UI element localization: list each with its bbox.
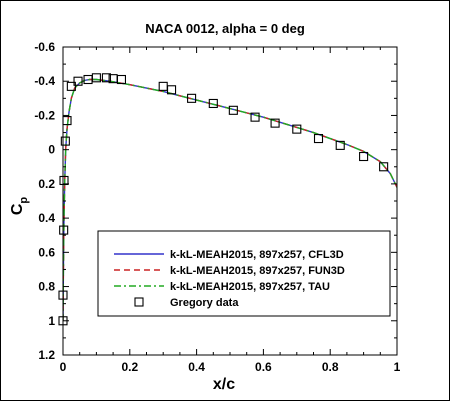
svg-text:Cp: Cp [9,197,30,216]
y-tick-label: -0.6 [34,40,55,54]
x-tick-label: 0.2 [121,360,138,374]
y-tick-label: 0 [48,143,55,157]
legend-label-1: k-kL-MEAH2015, 897x257, CFL3D [170,249,344,261]
plot-area [58,73,397,326]
x-tick-label: 1 [394,360,401,374]
gregory-data-point [91,73,101,83]
x-tick-label: 0.8 [322,360,339,374]
gregory-data-point [59,225,69,235]
y-axis-label: Cp [9,197,30,216]
y-tick-label: -0.2 [34,108,55,122]
legend-label-2: k-kL-MEAH2015, 897x257, FUN3D [170,265,345,277]
y-tick-label: 0.4 [38,211,55,225]
y-tick-label: 1.2 [38,348,55,362]
gregory-data-point [228,105,238,115]
gregory-data-point [116,74,126,85]
gregory-data-point [270,118,280,128]
gregory-data-point [59,175,69,186]
x-tick-label: 0.6 [255,360,272,374]
gregory-data-point [73,76,83,86]
y-axis-label-main: C [9,203,26,215]
legend-label-3: k-kL-MEAH2015, 897x257, TAU [170,281,330,293]
gregory-data-point [379,162,389,172]
legend-sample-markers [134,297,144,307]
gregory-data-point [60,136,70,146]
gregory-data-point [187,93,197,103]
gregory-data-point [313,133,324,144]
axes: 0 0.2 0.4 0.6 0.8 1 -0.6 -0.4 -0.2 0 0.2 0.4 0.6 0.8 1… [34,40,400,374]
legend-box [97,230,391,317]
chart-title: NACA 0012, alpha = 0 deg [145,21,305,36]
y-tick-label: 0.8 [38,280,55,294]
gregory-data-point [359,151,369,162]
y-tick-label: 0.6 [38,245,55,259]
x-tick-label: 0.4 [188,360,205,374]
gregory-data-point [101,73,111,83]
gregory-data-point [167,85,177,95]
y-axis-label-sub: p [18,197,30,204]
y-tick-label: -0.4 [34,74,55,88]
gregory-data-point [250,112,260,122]
gregory-data-point [208,98,218,109]
y-tick-label: 0.2 [38,177,55,191]
legend: k-kL-MEAH2015, 897x257, CFL3D k-kL-MEAH20… [97,230,391,317]
x-axis-label: x/c [213,376,235,393]
legend-label-markers: Gregory data [170,297,239,309]
y-tick-label: 1 [48,314,55,328]
x-tick-label: 0 [60,360,67,374]
gregory-data-point [292,124,302,134]
gregory-data-point [66,81,76,91]
gregory-data-point [335,140,345,150]
